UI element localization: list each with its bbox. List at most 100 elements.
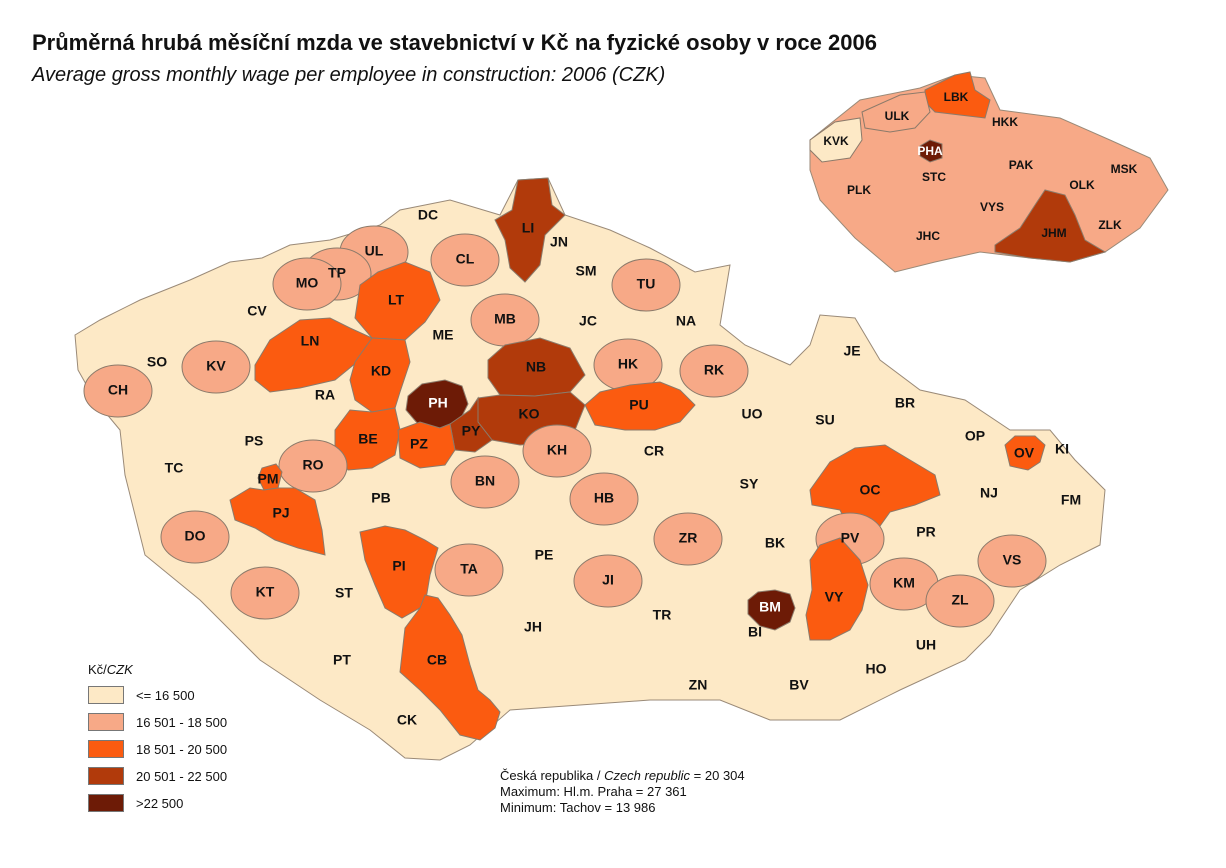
district-label-sm: SM (576, 263, 597, 279)
map-subtitle: Average gross monthly wage per employee … (32, 64, 666, 86)
district-hb (569, 472, 639, 526)
region-kvk (809, 117, 863, 163)
republic-average: Česká republika / Czech republic = 20 30… (500, 768, 745, 784)
district-label-st: ST (335, 585, 353, 601)
district-label-vy: VY (825, 589, 844, 605)
republic-value: = 20 304 (690, 768, 745, 783)
region-label-pha: PHA (917, 144, 943, 158)
district-label-ro: RO (303, 457, 324, 473)
district-label-cv: CV (247, 303, 267, 319)
region-label-plk: PLK (847, 183, 871, 197)
district-label-pi: PI (392, 558, 405, 574)
district-label-pu: PU (629, 397, 648, 413)
district-cl (430, 233, 500, 287)
district-label-ra: RA (315, 387, 335, 403)
district-label-ul: UL (365, 243, 384, 259)
district-label-sy: SY (740, 476, 759, 492)
district-ta (434, 543, 504, 597)
legend-label: >22 500 (136, 795, 184, 811)
district-nb (487, 337, 586, 397)
district-ch (83, 364, 153, 418)
region-ulk (861, 91, 931, 133)
district-label-su: SU (815, 412, 834, 428)
region-label-lbk: LBK (944, 90, 969, 104)
legend-item: 16 501 - 18 500 (88, 712, 227, 732)
district-label-li: LI (522, 220, 534, 236)
district-label-tr: TR (653, 607, 672, 623)
district-label-na: NA (676, 313, 696, 329)
district-label-ho: HO (866, 661, 887, 677)
district-label-be: BE (358, 431, 377, 447)
district-label-pv: PV (841, 530, 860, 546)
region-label-olk: OLK (1069, 178, 1095, 192)
region-label-zlk: ZLK (1098, 218, 1122, 232)
district-label-tu: TU (637, 276, 656, 292)
district-label-do: DO (185, 528, 206, 544)
district-label-ki: KI (1055, 441, 1069, 457)
district-label-ko: KO (519, 406, 540, 422)
district-pz (397, 421, 456, 469)
legend-label: 16 501 - 18 500 (136, 714, 228, 730)
district-label-zr: ZR (679, 530, 698, 546)
district-label-bv: BV (789, 677, 809, 693)
district-label-zl: ZL (951, 592, 969, 608)
district-kt (230, 566, 300, 620)
district-label-br: BR (895, 395, 915, 411)
district-label-ta: TA (460, 561, 478, 577)
legend-label: 18 501 - 20 500 (136, 741, 228, 757)
summary-stats: Česká republika / Czech republic = 20 30… (500, 768, 745, 816)
district-label-kd: KD (371, 363, 391, 379)
region-label-jhm: JHM (1041, 226, 1066, 240)
district-label-ps: PS (245, 433, 264, 449)
region-label-ulk: ULK (885, 109, 910, 123)
district-label-jc: JC (579, 313, 597, 329)
district-ji (573, 554, 643, 608)
district-lt (354, 261, 441, 341)
district-label-bm: BM (759, 599, 781, 615)
district-label-bn: BN (475, 473, 495, 489)
district-label-jh: JH (524, 619, 542, 635)
district-label-kv: KV (206, 358, 226, 374)
legend-label: <= 16 500 (136, 687, 195, 703)
district-label-dc: DC (418, 207, 438, 223)
district-label-op: OP (965, 428, 985, 444)
maximum-text: Maximum: Hl.m. Praha = 27 361 (500, 784, 687, 799)
district-vs (977, 534, 1047, 588)
district-li (494, 177, 566, 283)
district-vy (805, 537, 869, 641)
district-zl (925, 574, 995, 628)
district-label-mb: MB (494, 311, 516, 327)
legend-title: Kč/CZK (88, 662, 227, 677)
district-label-uo: UO (742, 406, 763, 422)
legend-item: <= 16 500 (88, 685, 227, 705)
district-label-mo: MO (296, 275, 319, 291)
district-shapes (83, 177, 1047, 741)
district-tu (611, 258, 681, 312)
district-label-zn: ZN (689, 677, 708, 693)
district-label-bk: BK (765, 535, 785, 551)
district-label-lt: LT (388, 292, 405, 308)
map-title: Průměrná hrubá měsíční mzda ve stavebnic… (32, 30, 877, 55)
district-kd (349, 337, 411, 413)
district-label-km: KM (893, 575, 915, 591)
district-label-pr: PR (916, 524, 935, 540)
legend-item: 20 501 - 22 500 (88, 766, 227, 786)
region-labels: LBK ULK HKK KVK PHA PAK MSK STC OLK PLK VYS ZLK JHC J… (823, 90, 1137, 243)
legend-title-unit: Kč/ (88, 662, 107, 677)
legend-item: >22 500 (88, 793, 227, 813)
district-label-vs: VS (1003, 552, 1022, 568)
district-label-ck: CK (397, 712, 417, 728)
district-label-me: ME (433, 327, 454, 343)
district-py (449, 396, 493, 453)
district-label-kt: KT (256, 584, 275, 600)
district-label-oc: OC (860, 482, 881, 498)
district-label-cb: CB (427, 652, 447, 668)
legend-title-unit-en: CZK (106, 662, 133, 677)
legend-label: 20 501 - 22 500 (136, 768, 228, 784)
district-ph (405, 379, 469, 429)
legend: Kč/CZK <= 16 500 16 501 - 18 500 18 501 … (88, 662, 227, 820)
district-label-pm: PM (258, 471, 279, 487)
region-jhm (994, 189, 1107, 263)
region-label-msk: MSK (1111, 162, 1138, 176)
district-label-ph: PH (428, 395, 447, 411)
